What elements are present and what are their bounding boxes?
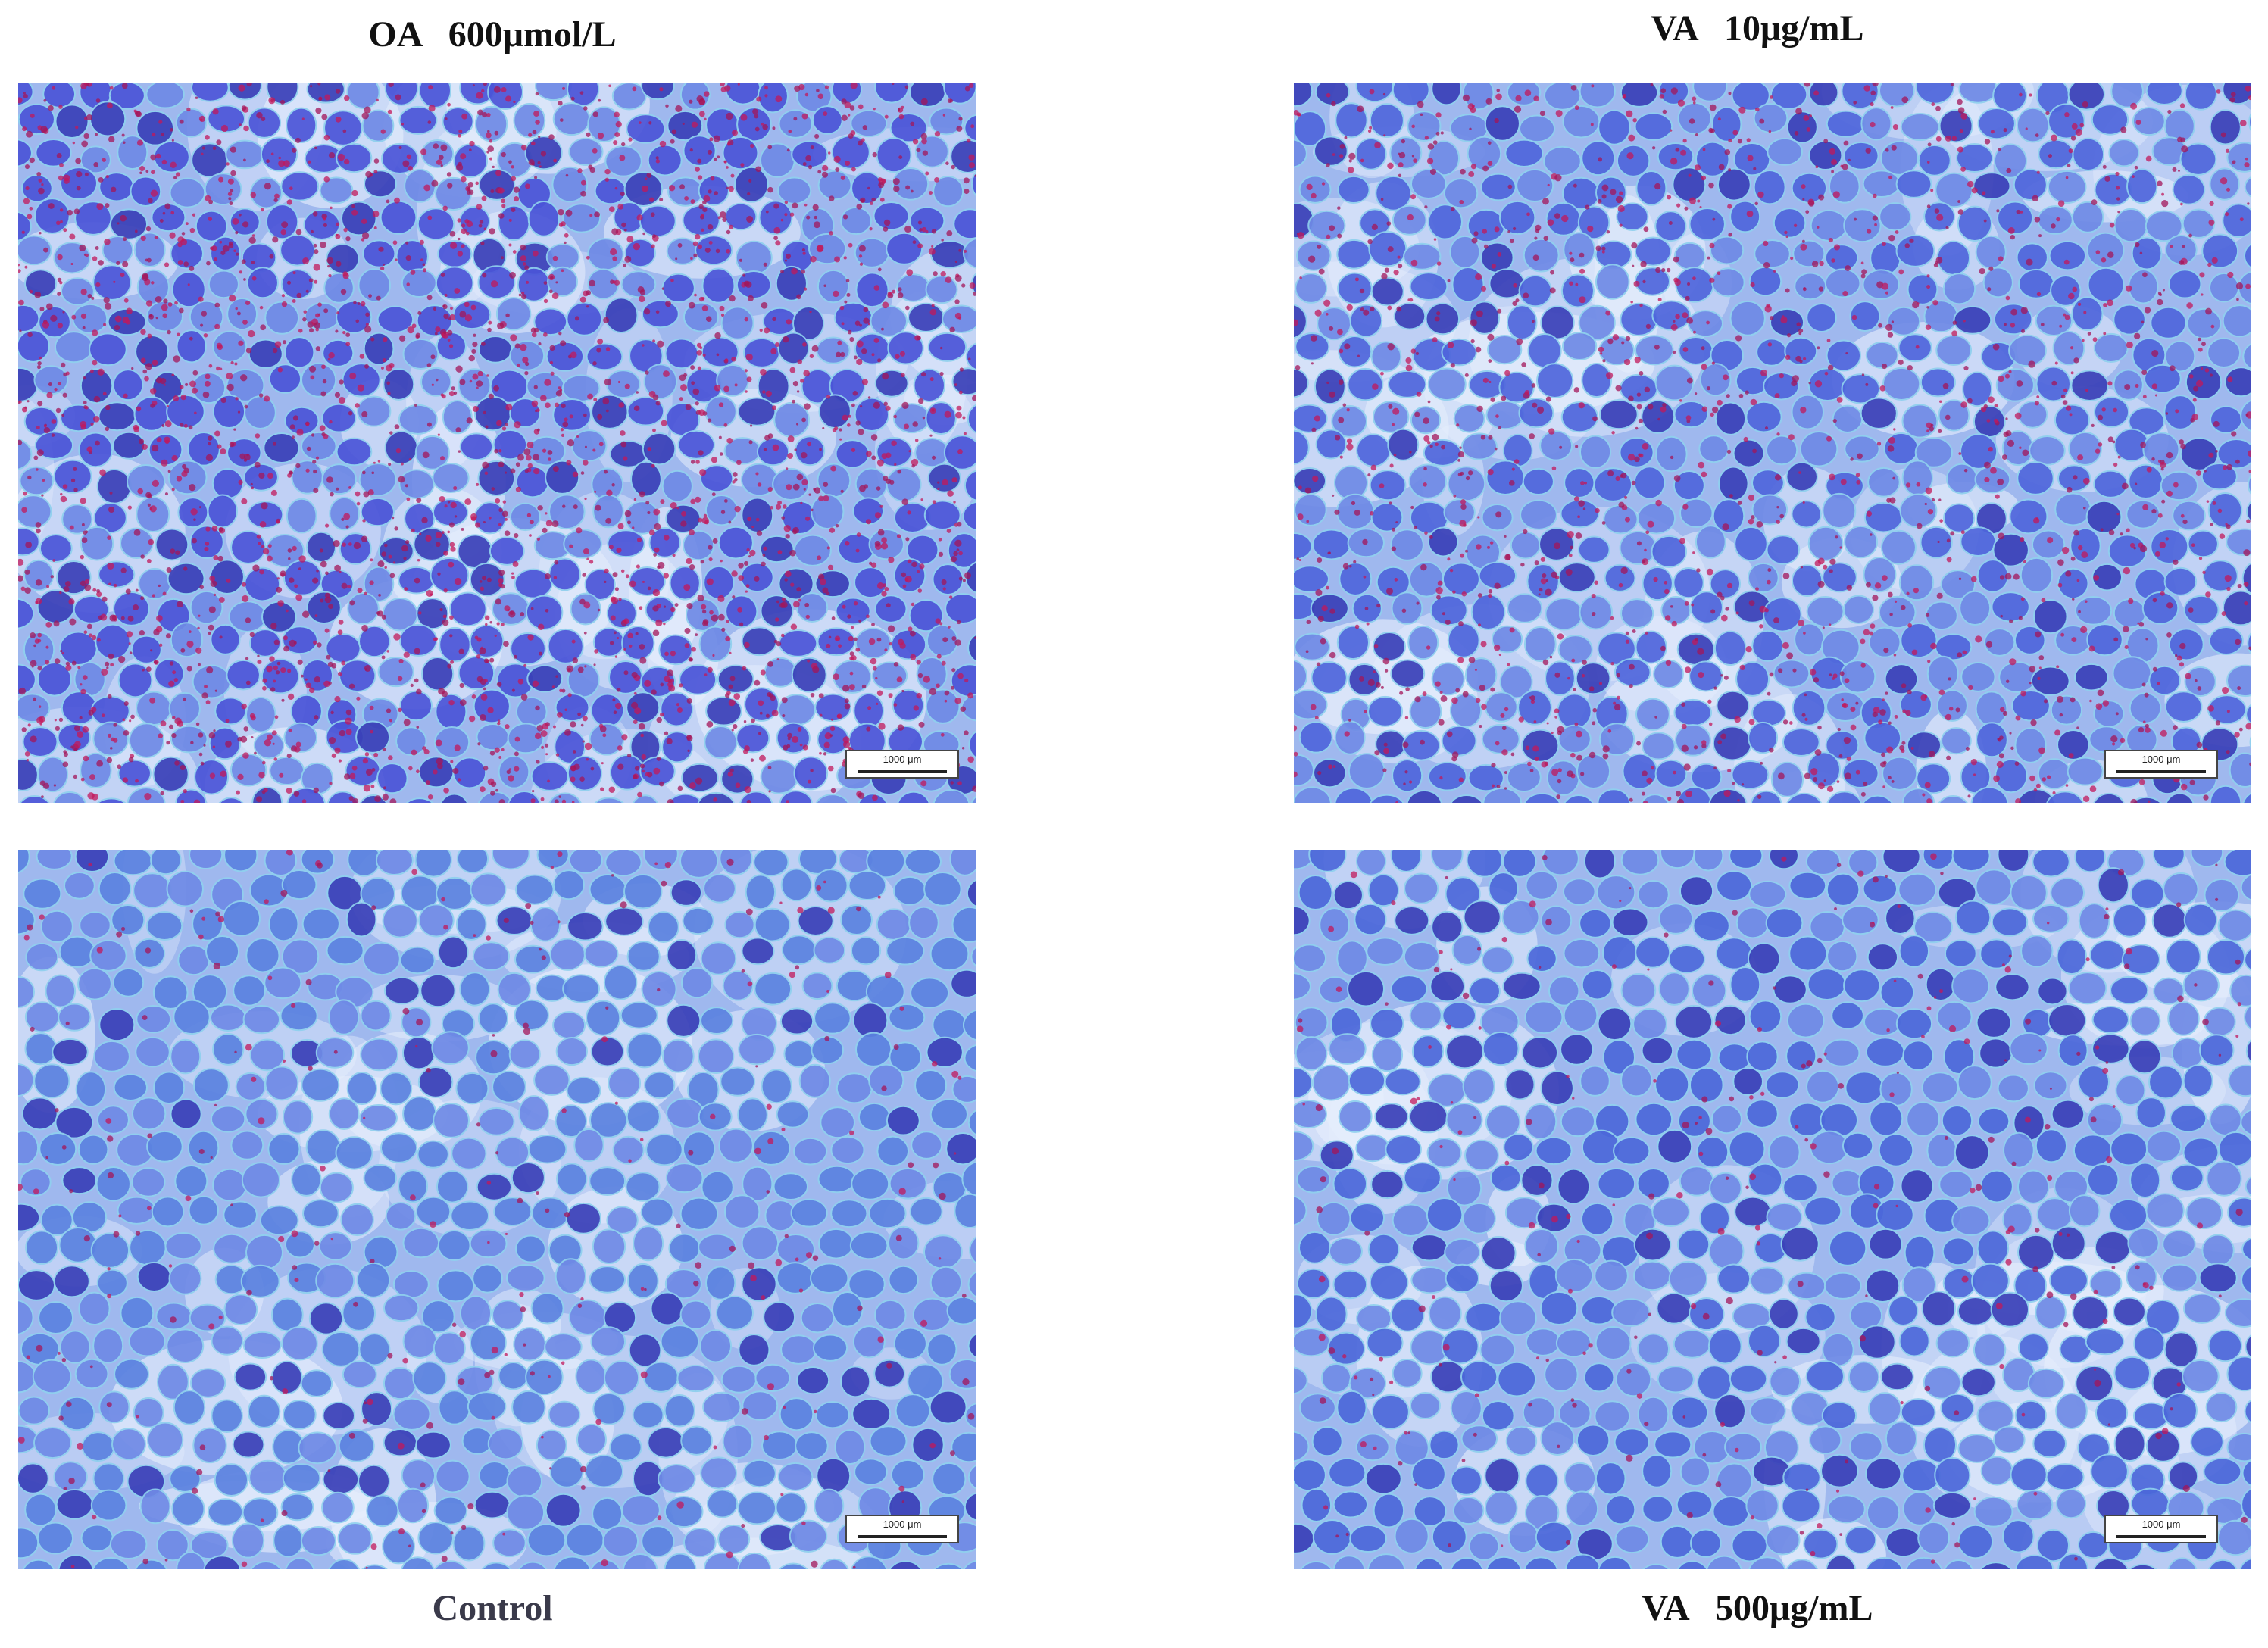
scale-bar-line bbox=[858, 1535, 947, 1538]
scale-bar-label: 1000 μm bbox=[883, 754, 922, 765]
scale-bar-va500: 1000 μm bbox=[2104, 1515, 2218, 1543]
scale-bar-line bbox=[2116, 770, 2206, 773]
panel-title-control: Control bbox=[432, 1588, 553, 1628]
micrograph-texture bbox=[1294, 83, 2251, 803]
panel-title-oa: OA 600μmol/L bbox=[368, 14, 617, 55]
scale-bar-line bbox=[858, 770, 947, 773]
scale-bar-va10: 1000 μm bbox=[2104, 750, 2218, 779]
panel-title-va10: VA 10μg/mL bbox=[1651, 8, 1864, 48]
panel-title-va500: VA 500μg/mL bbox=[1642, 1588, 1873, 1628]
micrograph-oa: 1000 μm bbox=[18, 83, 976, 803]
micrograph-va10: 1000 μm bbox=[1294, 83, 2251, 803]
scale-bar-label: 1000 μm bbox=[883, 1518, 922, 1530]
micrograph-va500: 1000 μm bbox=[1294, 850, 2251, 1569]
micrograph-control: 1000 μm bbox=[18, 850, 976, 1569]
scale-bar-control: 1000 μm bbox=[845, 1515, 959, 1543]
scale-bar-line bbox=[2116, 1535, 2206, 1538]
scale-bar-label: 1000 μm bbox=[2141, 1518, 2181, 1530]
micrograph-texture bbox=[18, 850, 976, 1569]
scale-bar-label: 1000 μm bbox=[2141, 754, 2181, 765]
micrograph-texture bbox=[1294, 850, 2251, 1569]
micrograph-texture bbox=[18, 83, 976, 803]
scale-bar-oa: 1000 μm bbox=[845, 750, 959, 779]
